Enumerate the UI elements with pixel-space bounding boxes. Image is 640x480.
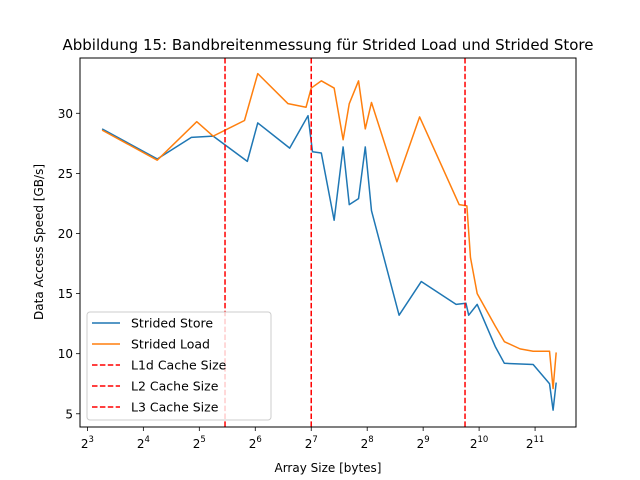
legend-label-l3-cache-size: L3 Cache Size (131, 400, 219, 415)
y-tick-label: 10 (58, 347, 73, 361)
x-tick-label: 28 (361, 435, 374, 451)
x-tick-label: 211 (526, 435, 544, 451)
y-tick-label: 20 (58, 227, 73, 241)
legend-label-strided-store: Strided Store (131, 316, 213, 331)
y-axis-label: Data Access Speed [GB/s] (32, 164, 46, 320)
y-tick-label: 30 (58, 107, 73, 121)
legend-label-l2-cache-size: L2 Cache Size (131, 379, 219, 394)
legend: Strided Store Strided Load L1d Cache Size L… (86, 311, 272, 421)
chart-title: Abbildung 15: Bandbreitenmessung für Str… (62, 36, 593, 54)
y-tick-label: 25 (58, 167, 73, 181)
x-tick-label: 23 (81, 435, 94, 451)
x-axis: 23 24 25 26 27 28 29 210 211 (81, 427, 544, 451)
series-line-strided-store (101, 114, 557, 411)
legend-label-l1d-cache-size: L1d Cache Size (131, 358, 227, 373)
x-tick-label: 24 (137, 435, 150, 451)
x-tick-label: 210 (470, 435, 488, 451)
legend-box (86, 311, 272, 421)
y-tick-label: 5 (65, 407, 73, 421)
x-tick-label: 29 (417, 435, 430, 451)
x-tick-label: 25 (193, 435, 206, 451)
x-tick-label: 26 (249, 435, 262, 451)
y-axis: 5 10 15 20 25 30 (58, 107, 80, 421)
legend-label-strided-load: Strided Load (131, 337, 210, 352)
x-axis-label: Array Size [bytes] (274, 461, 381, 475)
x-tick-label: 27 (305, 435, 318, 451)
plot-frame (79, 57, 577, 428)
series-line-strided-load (101, 72, 557, 390)
y-tick-label: 15 (58, 287, 73, 301)
plot-lines (101, 58, 557, 427)
